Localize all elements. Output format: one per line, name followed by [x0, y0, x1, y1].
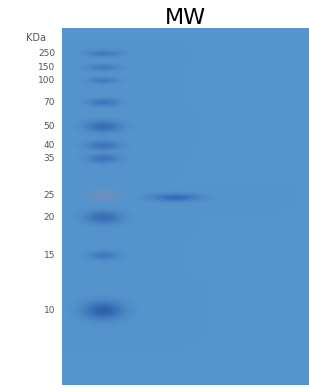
Text: 20: 20	[44, 213, 55, 222]
Text: 70: 70	[44, 98, 55, 107]
Text: 35: 35	[44, 154, 55, 163]
Text: 25: 25	[44, 191, 55, 200]
Text: 100: 100	[38, 76, 55, 85]
Text: 50: 50	[44, 122, 55, 131]
Text: KDa: KDa	[26, 33, 46, 43]
Text: 40: 40	[44, 141, 55, 150]
Text: 10: 10	[44, 305, 55, 314]
Text: 15: 15	[44, 251, 55, 260]
Text: 250: 250	[38, 49, 55, 58]
Text: 150: 150	[38, 64, 55, 73]
Text: MW: MW	[164, 8, 205, 28]
